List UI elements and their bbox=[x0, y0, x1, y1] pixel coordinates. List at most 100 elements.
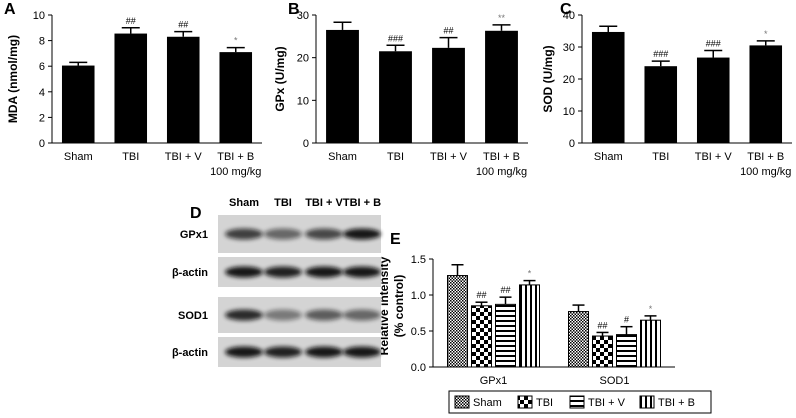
y-tick-label: 10 bbox=[33, 10, 45, 22]
bar bbox=[495, 303, 516, 368]
significance-label: ** bbox=[498, 13, 506, 23]
bar bbox=[592, 335, 613, 368]
significance-label: ### bbox=[388, 33, 403, 43]
x-tick-label: Sham bbox=[328, 151, 357, 163]
blot-band bbox=[264, 228, 302, 240]
blot-band bbox=[225, 309, 263, 321]
x-tick-label: TBI + B 100 mg/kg bbox=[740, 151, 791, 178]
x-tick-label: TBI bbox=[387, 151, 404, 163]
x-tick-label: Sham bbox=[594, 151, 623, 163]
significance-label: ### bbox=[706, 39, 721, 49]
bar bbox=[568, 311, 589, 368]
x-tick-label: TBI + V bbox=[165, 151, 203, 163]
bar bbox=[114, 33, 148, 144]
blot-band bbox=[225, 266, 263, 278]
blot-band bbox=[264, 309, 302, 321]
bar bbox=[219, 52, 253, 144]
bar bbox=[326, 29, 359, 143]
bar bbox=[640, 319, 661, 368]
y-tick-label: 6 bbox=[39, 61, 45, 73]
bar bbox=[616, 334, 637, 368]
blot-band bbox=[343, 309, 381, 321]
significance-label: ## bbox=[597, 320, 607, 330]
x-tick-label: TBI + V bbox=[695, 151, 733, 163]
blot-column-label: Sham bbox=[229, 197, 259, 209]
blot-band bbox=[305, 346, 343, 358]
legend-swatch bbox=[454, 395, 470, 409]
bar bbox=[749, 45, 783, 143]
bar bbox=[432, 47, 465, 143]
bar bbox=[166, 36, 200, 144]
y-tick-label: 0 bbox=[303, 138, 309, 150]
bar bbox=[485, 30, 518, 143]
y-tick-label: 4 bbox=[39, 87, 45, 99]
bar bbox=[644, 66, 678, 143]
legend-label: Sham bbox=[473, 397, 502, 409]
x-tick-label: TBI bbox=[122, 151, 139, 163]
y-tick-label: 40 bbox=[563, 10, 575, 22]
significance-label: ## bbox=[500, 285, 510, 295]
significance-label: ## bbox=[178, 20, 188, 30]
bar bbox=[471, 305, 492, 368]
blot-band bbox=[305, 228, 343, 240]
y-tick-label: 10 bbox=[297, 95, 309, 107]
blot-row-label: β-actin bbox=[172, 267, 208, 279]
significance-label: * bbox=[528, 269, 532, 279]
significance-label: ## bbox=[443, 26, 453, 36]
bar bbox=[519, 284, 540, 368]
y-tick-label: 30 bbox=[297, 10, 309, 22]
blot-band bbox=[225, 228, 263, 240]
y-axis-label: MDA (nmol/mg) bbox=[6, 35, 20, 123]
blot-row-label: β-actin bbox=[172, 347, 208, 359]
y-tick-label: 20 bbox=[297, 53, 309, 65]
y-tick-label: 2 bbox=[39, 112, 45, 124]
y-axis-label: Relative intensity(% control) bbox=[377, 256, 406, 355]
blot-band bbox=[264, 346, 302, 358]
x-tick-label: TBI + B 100 mg/kg bbox=[476, 151, 527, 178]
bar bbox=[591, 31, 625, 143]
blot-band bbox=[343, 228, 381, 240]
blot-column-label: TBI + B bbox=[343, 197, 381, 209]
y-tick-label: 0.0 bbox=[411, 362, 426, 374]
bar bbox=[61, 65, 95, 143]
blot-band bbox=[264, 266, 302, 278]
significance-label: ## bbox=[126, 16, 136, 26]
legend-label: TBI + V bbox=[588, 397, 626, 409]
x-tick-label: TBI bbox=[652, 151, 669, 163]
blot-column-label: TBI + V bbox=[305, 197, 343, 209]
y-tick-label: 1.5 bbox=[411, 254, 426, 266]
panel-label: C bbox=[560, 1, 572, 18]
y-tick-label: 30 bbox=[563, 42, 575, 54]
panel-label: E bbox=[390, 231, 401, 248]
y-axis-label: GPx (U/mg) bbox=[273, 46, 287, 111]
panel-label: B bbox=[288, 1, 300, 18]
blot-column-label: TBI bbox=[274, 197, 292, 209]
legend-label: TBI + B bbox=[658, 397, 695, 409]
legend-label: TBI bbox=[536, 397, 553, 409]
legend-swatch bbox=[517, 395, 533, 409]
legend-swatch bbox=[639, 395, 655, 409]
blot-band bbox=[305, 266, 343, 278]
legend-swatch bbox=[569, 395, 585, 409]
x-tick-label: SOD1 bbox=[600, 375, 630, 387]
significance-label: * bbox=[234, 36, 238, 46]
significance-label: * bbox=[764, 29, 768, 39]
blot-band bbox=[225, 346, 263, 358]
y-tick-label: 10 bbox=[563, 106, 575, 118]
y-tick-label: 0 bbox=[569, 138, 575, 150]
y-tick-label: 8 bbox=[39, 36, 45, 48]
significance-label: * bbox=[649, 304, 653, 314]
x-tick-label: TBI + B 100 mg/kg bbox=[210, 151, 261, 178]
y-tick-label: 0 bbox=[39, 138, 45, 150]
x-tick-label: TBI + V bbox=[430, 151, 468, 163]
y-tick-label: 20 bbox=[563, 74, 575, 86]
blot-row-label: SOD1 bbox=[178, 310, 208, 322]
bar bbox=[447, 275, 468, 368]
blot-band bbox=[343, 346, 381, 358]
bar bbox=[696, 57, 730, 144]
blot-band bbox=[343, 266, 381, 278]
panel-label: D bbox=[190, 205, 202, 222]
panel-label: A bbox=[4, 1, 16, 18]
significance-label: ## bbox=[476, 290, 486, 300]
